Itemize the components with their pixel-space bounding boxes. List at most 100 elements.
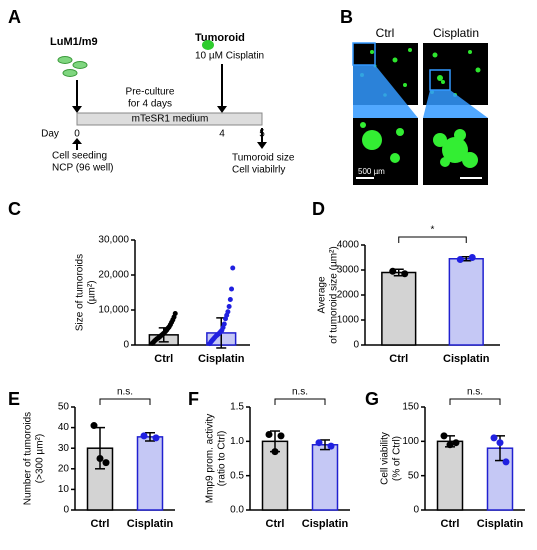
y-axis-label: Average [317,276,328,314]
data-point [315,439,323,447]
y-axis-label: of tumoroid size (µm²) [329,246,340,343]
text: Pre-culture [126,87,175,98]
data-point [225,309,231,315]
micrograph-zoom [353,118,418,185]
tumoroid-icon [202,40,214,50]
y-axis-label: Cell viability [380,432,391,485]
y-tick-label: 0.5 [230,470,244,481]
data-point [230,265,236,271]
panel-label: B [340,7,353,27]
y-tick-label: 1.5 [230,402,244,413]
significance-label: n.s. [292,387,308,398]
y-tick-label: 1.0 [230,436,244,447]
y-tick-label: 50 [58,402,70,413]
cell-line: LuM1/m9 [50,36,98,48]
data-point [452,439,460,447]
y-axis-label: (µm²) [87,280,98,304]
x-tick-label: Ctrl [154,353,173,365]
x-tick-label: Ctrl [91,518,110,530]
y-axis-label: (>300 µm²) [35,434,46,483]
column-label: Ctrl [376,26,395,40]
significance-bracket [99,398,151,405]
data-point [96,455,104,462]
text: for 4 days [128,99,172,110]
data-point [446,441,454,449]
y-tick-label: 0 [413,505,419,516]
bar [448,258,484,346]
data-point [152,434,160,442]
x-tick-label: Cisplatin [127,518,174,530]
y-tick-label: 40 [58,422,70,433]
arrow-head [72,138,82,144]
text: mTeSR1 medium [132,114,209,125]
data-point [389,267,397,275]
x-tick-label: Cisplatin [198,353,245,365]
text: NCP (96 well) [52,163,114,174]
y-tick-label: 50 [408,470,420,481]
text: Tumoroid [195,32,245,44]
text: Tumoroid size [232,153,295,164]
significance-bracket [449,398,501,405]
data-point [102,459,110,467]
cell-icon [62,69,78,77]
y-tick-label: 100 [402,436,419,447]
x-tick-label: Ctrl [389,353,408,365]
zoom-connector [353,65,418,118]
y-tick-label: 150 [402,402,419,413]
text: 10 µM Cisplatin [195,51,264,62]
panel-label: D [312,199,325,219]
data-point [229,286,235,292]
data-point [490,434,498,442]
x-tick-label: Cisplatin [443,353,490,365]
y-tick-label: 30 [58,443,70,454]
zoom-connector [423,90,488,118]
x-tick-label: Ctrl [441,518,460,530]
bar [381,271,417,346]
cell-icon [57,56,73,64]
data-point [502,458,510,466]
data-point [265,430,273,438]
y-axis-label: Mmp9 prom. activity [205,414,216,503]
data-point [140,432,148,440]
significance-bracket [274,398,326,405]
data-point [496,439,504,447]
data-point [227,297,233,302]
data-point [221,321,227,327]
y-axis-label: (% of Ctrl) [392,436,403,481]
data-point [456,256,464,263]
text: Day [41,129,59,140]
y-tick-label: 10,000 [98,305,129,316]
data-point [327,442,335,450]
y-tick-label: 3000 [337,265,360,276]
x-tick-label: Cisplatin [477,518,524,530]
arrow-head [257,142,267,149]
text: Cell seeding [52,151,107,162]
significance-label: n.s. [467,387,483,398]
bar [311,444,339,511]
column-label: Cisplatin [433,26,479,40]
y-tick-label: 0 [353,340,359,351]
significance-label: * [431,225,435,236]
bar [136,436,164,511]
y-tick-label: 2000 [337,290,360,301]
y-tick-label: 10 [58,484,70,495]
y-axis-label: (ratio to Ctrl) [217,431,228,487]
scale-label: 500 µm [358,167,385,176]
data-point [468,254,476,261]
medium-bar [76,112,263,126]
y-axis-label: Number of tumoroids [23,412,34,505]
panel-label: C [8,199,21,219]
data-point [226,304,232,309]
arrow-head [72,106,82,113]
data-point [401,270,409,278]
significance-bracket [398,236,467,243]
text: Cell viabilrly [232,165,285,176]
data-point [440,432,448,440]
cells [360,122,478,168]
y-tick-label: 4000 [337,240,360,251]
panel-label: F [188,389,199,409]
y-tick-label: 1000 [337,315,360,326]
y-tick-label: 0.0 [230,505,244,516]
y-tick-label: 0 [63,505,69,516]
panel-label: G [365,389,379,409]
